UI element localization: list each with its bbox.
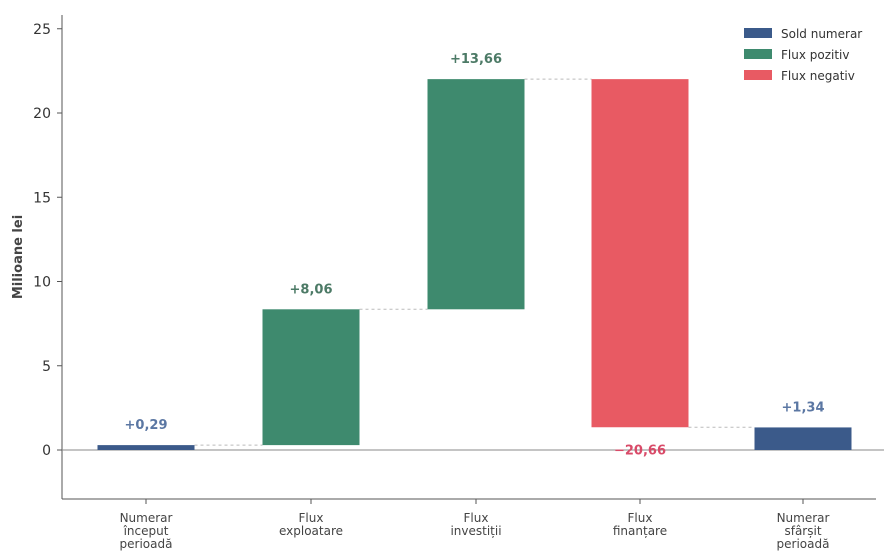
bar-value-label: +0,29 [125,418,168,433]
x-category-label-line: Flux [464,511,489,525]
bar-value-label: +8,06 [290,282,333,297]
bar-value-label: −20,66 [614,443,666,458]
bar-positive [427,79,525,310]
x-category-label-line: Numerar [120,511,173,525]
y-tick-label: 20 [33,106,51,122]
legend-label: Flux negativ [781,69,855,83]
legend-swatch-negative [744,70,772,80]
y-tick-label: 5 [42,359,51,375]
x-category-label: Flux finanțare [613,511,667,538]
x-category-label-line: perioadă [777,537,830,551]
bar-sold [97,445,195,450]
x-category-label-line: Numerar [777,511,830,525]
legend-label: Sold numerar [781,27,862,41]
x-category-label: Numerar sfârșit perioadă [777,511,830,551]
x-category-label-line: sfârșit [784,524,821,538]
y-axis-title: Milioane lei [11,215,26,299]
connector-lines [194,78,755,446]
bars-group [97,79,852,450]
legend-swatch-positive [744,49,772,59]
x-category-label: Flux exploatare [279,511,343,538]
legend-label: Flux pozitiv [781,48,850,62]
x-category-label-line: exploatare [279,524,343,538]
y-tick-label: 0 [42,443,51,459]
legend-swatch-sold [744,28,772,38]
bar-sold [754,427,852,450]
x-category-label-line: început [123,524,169,538]
x-category-label: Numerar început perioadă [120,511,173,551]
y-axis-ticks: 0 5 10 15 20 25 [33,22,62,459]
legend: Sold numerar Flux pozitiv Flux negativ [744,27,862,83]
value-labels: +0,29 +8,06 +13,66 −20,66 +1,34 [125,52,825,458]
y-tick-label: 10 [33,275,51,291]
x-category-label-line: Flux [628,511,653,525]
x-category-label: Flux investiții [450,511,501,538]
x-category-label-line: finanțare [613,524,667,538]
x-category-label-line: perioadă [120,537,173,551]
x-category-label-line: Flux [299,511,324,525]
bar-negative [591,79,689,428]
bar-positive [262,309,360,446]
bar-value-label: +13,66 [450,52,502,67]
bar-value-label: +1,34 [782,400,825,415]
y-tick-label: 15 [33,190,51,206]
x-category-label-line: investiții [450,524,501,538]
y-tick-label: 25 [33,22,51,38]
